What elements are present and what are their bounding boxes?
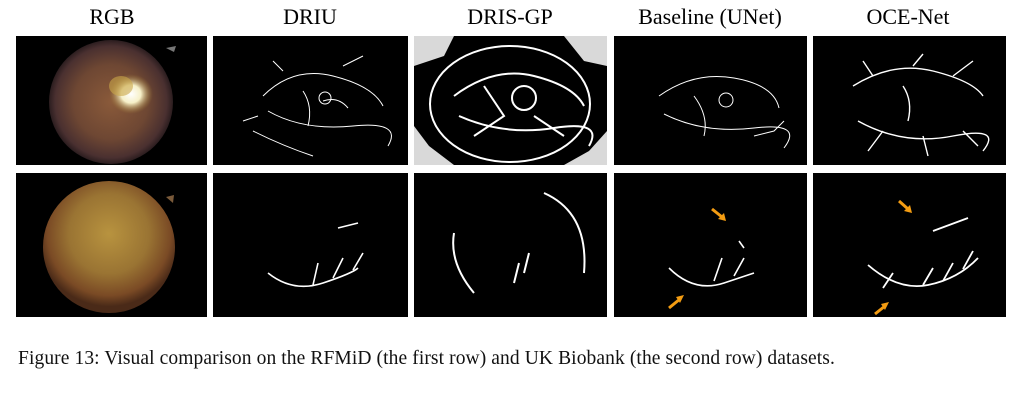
column-heading-driu: DRIU [283,4,337,29]
ukbiobank-rgb-fundus-image [16,173,207,317]
column-heading-rgb: RGB [89,4,135,29]
ukbiobank-driu-segmentation [213,173,408,317]
rfmid-driu-segmentation [213,36,408,165]
ukbiobank-dris-gp-segmentation [414,173,607,317]
rfmid-dris-gp-segmentation [414,36,607,165]
rfmid-oce-net-segmentation [813,36,1006,165]
ukbiobank-oce-net-segmentation [813,173,1006,317]
rfmid-baseline-unet-segmentation [614,36,807,165]
column-heading-oce-net: OCE-Net [866,4,950,29]
ukbiobank-baseline-unet-segmentation [614,173,807,317]
rfmid-rgb-fundus-image [16,36,207,165]
column-heading-baseline-unet: Baseline (UNet) [638,4,782,29]
column-heading-dris-gp: DRIS-GP [467,4,553,29]
figure-caption: Figure 13: Visual comparison on the RFMi… [18,348,835,369]
